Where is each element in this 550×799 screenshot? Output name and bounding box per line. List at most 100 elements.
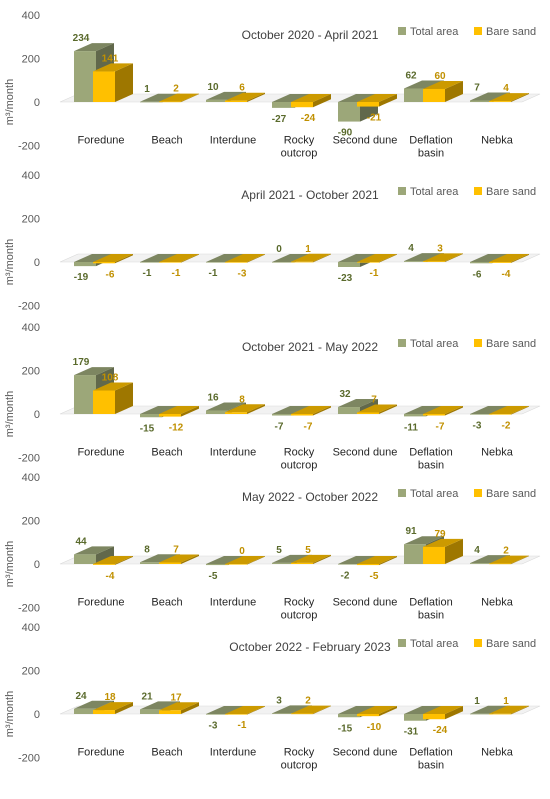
bar-bare-sand-second-dune	[357, 706, 397, 717]
bar-top	[140, 254, 180, 262]
bar-front	[225, 262, 247, 263]
bar-top	[225, 404, 265, 413]
x-tick-label: Rocky outcrop	[281, 447, 318, 472]
y-tick-label: 200	[22, 214, 40, 226]
x-tick-label: Foredune	[77, 747, 124, 759]
bar-top	[140, 93, 180, 102]
legend-label: Bare sand	[486, 338, 536, 350]
x-tick-label: Second dune	[333, 447, 398, 459]
data-label: 141	[102, 53, 119, 64]
x-tick-label: Deflation basin	[409, 447, 452, 472]
y-tick-label: 0	[34, 409, 40, 421]
data-label: 18	[104, 692, 116, 703]
data-label: 6	[239, 83, 245, 94]
x-tick-label-line: Nebka	[481, 135, 514, 147]
bar-side	[511, 705, 529, 715]
x-tick-label-line: Rocky	[284, 135, 315, 147]
data-label: 2	[173, 84, 179, 95]
bar-top	[159, 406, 199, 414]
bar-top	[470, 254, 510, 262]
x-tick-label-line: basin	[418, 760, 444, 772]
x-tick-label-line: Interdune	[210, 135, 256, 147]
x-tick-label-line: Second dune	[333, 747, 398, 759]
y-tick-label: -200	[18, 301, 40, 313]
bar-bare-sand-nebka	[489, 705, 529, 715]
bar-front	[423, 546, 445, 564]
x-tick-label-line: Deflation	[409, 447, 452, 459]
bar-side	[313, 705, 331, 715]
data-label: 7	[173, 544, 179, 555]
bar-top	[338, 556, 378, 564]
bar-top	[489, 555, 529, 564]
data-label: -5	[209, 571, 218, 582]
y-tick-label: 400	[22, 10, 40, 22]
data-label: -1	[143, 268, 152, 279]
legend-swatch-total-area	[398, 639, 406, 647]
bar-front	[93, 262, 115, 264]
data-label: 2	[305, 696, 311, 707]
bar-front	[140, 562, 162, 564]
bar-top	[357, 94, 397, 102]
data-label: 234	[73, 33, 90, 44]
bar-top	[206, 402, 246, 411]
x-tick-label: Foredune	[77, 447, 124, 459]
bar-front	[404, 261, 426, 262]
bar-front	[225, 564, 247, 565]
y-tick-label: 200	[22, 516, 40, 528]
bar-bare-sand-deflation-basin	[423, 253, 463, 262]
bar-front	[206, 262, 228, 263]
data-label: 21	[141, 691, 153, 702]
x-tick-label: Nebka	[481, 447, 514, 459]
y-tick-label: 0	[34, 97, 40, 109]
bar-side	[313, 253, 331, 263]
bar-bare-sand-beach	[159, 93, 199, 103]
x-tick-label: Beach	[151, 747, 182, 759]
bar-front	[140, 414, 162, 418]
y-axis-label: m³/month	[4, 541, 16, 587]
data-label: 62	[405, 71, 417, 82]
bar-side	[181, 554, 199, 564]
legend-swatch-bare-sand	[474, 187, 482, 195]
data-label: -12	[169, 423, 184, 434]
bar-front	[272, 414, 294, 416]
bar-bare-sand-interdune	[225, 556, 265, 565]
data-label: -27	[272, 114, 287, 125]
bar-top	[291, 253, 331, 262]
bar-front	[225, 100, 247, 102]
data-label: -6	[473, 269, 482, 280]
data-label: 91	[405, 526, 417, 537]
x-tick-label-line: basin	[418, 148, 444, 160]
bar-top	[225, 254, 265, 262]
x-tick-label-line: Interdune	[210, 747, 256, 759]
bar-top	[423, 538, 463, 547]
x-tick-label: Second dune	[333, 747, 398, 759]
bar-bare-sand-second-dune	[357, 556, 397, 566]
bar-side	[445, 80, 463, 102]
bar-front	[357, 262, 379, 263]
data-label: 3	[276, 695, 282, 706]
bar-front	[93, 390, 115, 414]
data-label: -3	[473, 421, 482, 432]
bar-top	[404, 253, 444, 262]
data-label: -24	[301, 113, 316, 124]
bar-bare-sand-rocky-outcrop	[291, 253, 331, 263]
data-label: 16	[207, 393, 219, 404]
data-label: 8	[239, 394, 245, 405]
bar-front	[206, 99, 228, 102]
bar-bare-sand-second-dune	[357, 254, 397, 263]
x-tick-label: Foredune	[77, 597, 124, 609]
bar-front	[357, 714, 379, 717]
bar-bare-sand-foredune	[93, 702, 133, 714]
bar-front	[93, 710, 115, 714]
x-tick-label-line: Rocky	[284, 597, 315, 609]
x-tick-label-line: Nebka	[481, 597, 514, 609]
chart-title: May 2022 - October 2022	[242, 490, 378, 504]
x-tick-label: Nebka	[481, 135, 514, 147]
bar-top	[93, 254, 133, 262]
bar-side	[115, 382, 133, 414]
legend-swatch-total-area	[398, 339, 406, 347]
bar-front	[272, 262, 294, 263]
bar-top	[225, 92, 265, 101]
bar-side	[247, 92, 265, 102]
bar-bare-sand-foredune	[93, 254, 133, 264]
